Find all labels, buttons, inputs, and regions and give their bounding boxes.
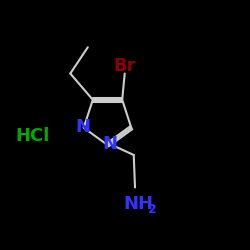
Text: Br: Br — [114, 57, 136, 75]
Text: NH: NH — [123, 195, 153, 213]
Text: N: N — [102, 135, 117, 153]
Text: HCl: HCl — [15, 127, 50, 145]
Text: 2: 2 — [148, 203, 157, 216]
Text: N: N — [75, 118, 90, 136]
